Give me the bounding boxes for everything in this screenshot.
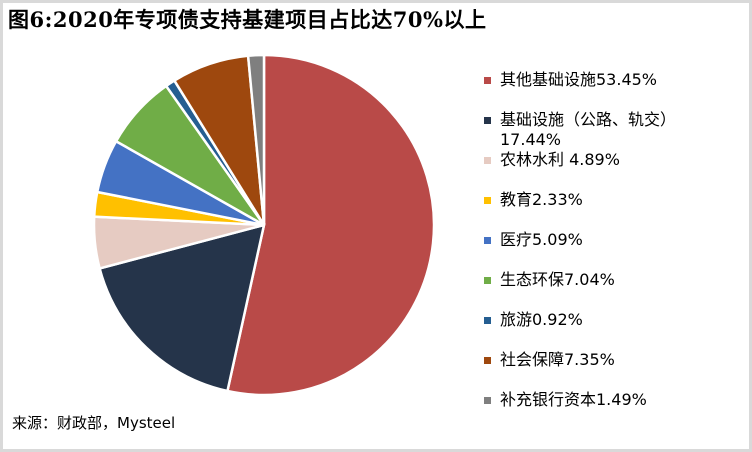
legend: 其他基础设施53.45% 基础设施（公路、轨交）17.44% 农林水利 4.89% 教… xyxy=(484,70,734,430)
legend-label: 农林水利 4.89% xyxy=(500,150,620,169)
legend-label: 其他基础设施53.45% xyxy=(500,70,658,89)
pie-slice-1 xyxy=(98,223,266,393)
legend-label: 社会保障7.35% xyxy=(500,350,615,369)
legend-item: 其他基础设施53.45% xyxy=(484,70,734,110)
legend-item: 社会保障7.35% xyxy=(484,350,734,390)
pie-slice-0 xyxy=(225,53,436,397)
legend-swatch xyxy=(484,317,491,324)
legend-swatch xyxy=(484,357,491,364)
chart-title: 图6:2020年专项债支持基建项目占比达70%以上 xyxy=(8,7,487,32)
legend-swatch xyxy=(484,277,491,284)
legend-item: 基础设施（公路、轨交）17.44% xyxy=(484,110,734,150)
legend-swatch xyxy=(484,157,491,164)
legend-swatch xyxy=(484,197,491,204)
legend-item: 生态环保7.04% xyxy=(484,270,734,310)
legend-label: 教育2.33% xyxy=(500,190,583,209)
pie-slice-8 xyxy=(246,53,266,226)
legend-label: 补充银行资本1.49% xyxy=(500,390,647,409)
legend-label: 基础设施（公路、轨交）17.44% xyxy=(500,110,677,149)
legend-item: 旅游0.92% xyxy=(484,310,734,350)
legend-swatch xyxy=(484,397,491,404)
legend-swatch xyxy=(484,237,491,244)
legend-label: 旅游0.92% xyxy=(500,310,583,329)
legend-item: 医疗5.09% xyxy=(484,230,734,270)
legend-label: 生态环保7.04% xyxy=(500,270,615,289)
legend-label: 医疗5.09% xyxy=(500,230,583,249)
legend-item: 补充银行资本1.49% xyxy=(484,390,734,430)
legend-item: 农林水利 4.89% xyxy=(484,150,734,190)
source-note: 来源：财政部，Mysteel xyxy=(12,414,176,432)
legend-swatch xyxy=(484,117,491,124)
legend-item: 教育2.33% xyxy=(484,190,734,230)
legend-swatch xyxy=(484,77,491,84)
